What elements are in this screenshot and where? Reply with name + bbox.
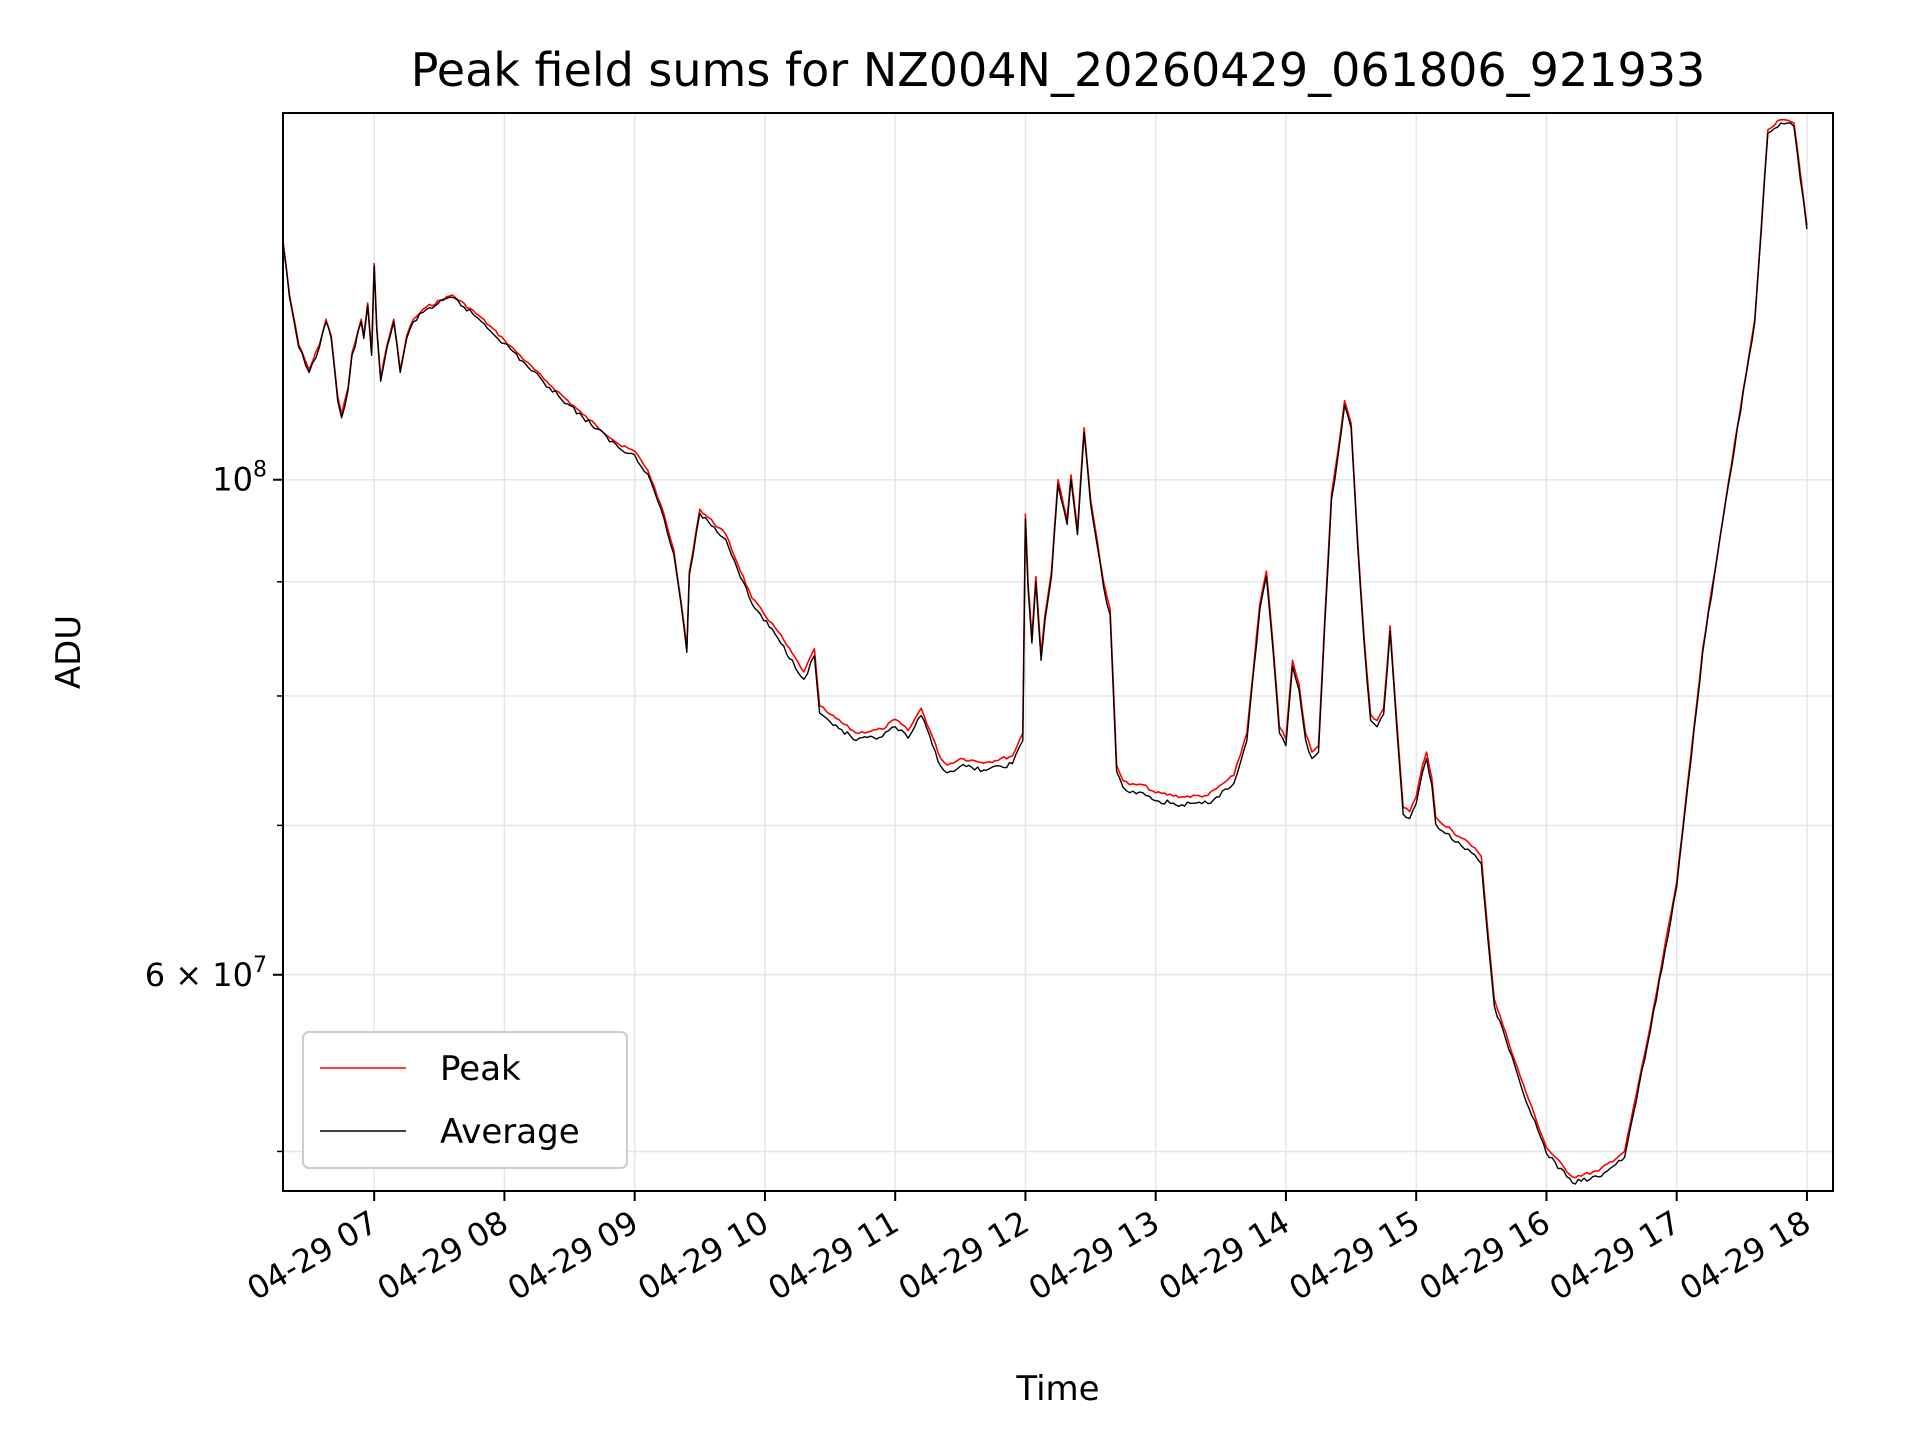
series-line-average bbox=[282, 122, 1808, 1185]
y-tick-label: 108 bbox=[212, 458, 267, 499]
series-layer bbox=[282, 118, 1808, 1185]
chart-title: Peak field sums for NZ004N_20260429_0618… bbox=[411, 43, 1706, 97]
legend-box bbox=[302, 1031, 628, 1169]
x-axis-label: Time bbox=[1015, 1369, 1099, 1409]
y-tick-label-base: 10 bbox=[212, 461, 253, 499]
legend: Peak Average bbox=[302, 1031, 628, 1169]
y-tick-label: 6 × 107 bbox=[145, 953, 267, 994]
plot-frame bbox=[282, 112, 1834, 1192]
y-tick-label-exponent: 8 bbox=[253, 458, 267, 483]
legend-label-average: Average bbox=[440, 1112, 580, 1152]
y-axis-label: ADU bbox=[49, 615, 89, 689]
y-tick-label-base: 6 × 10 bbox=[145, 956, 253, 994]
grid bbox=[283, 113, 1833, 1191]
legend-label-peak: Peak bbox=[440, 1049, 521, 1089]
y-axis-ticks: 108 6 × 107 bbox=[145, 458, 283, 1153]
y-tick-label-exponent: 7 bbox=[253, 953, 267, 978]
